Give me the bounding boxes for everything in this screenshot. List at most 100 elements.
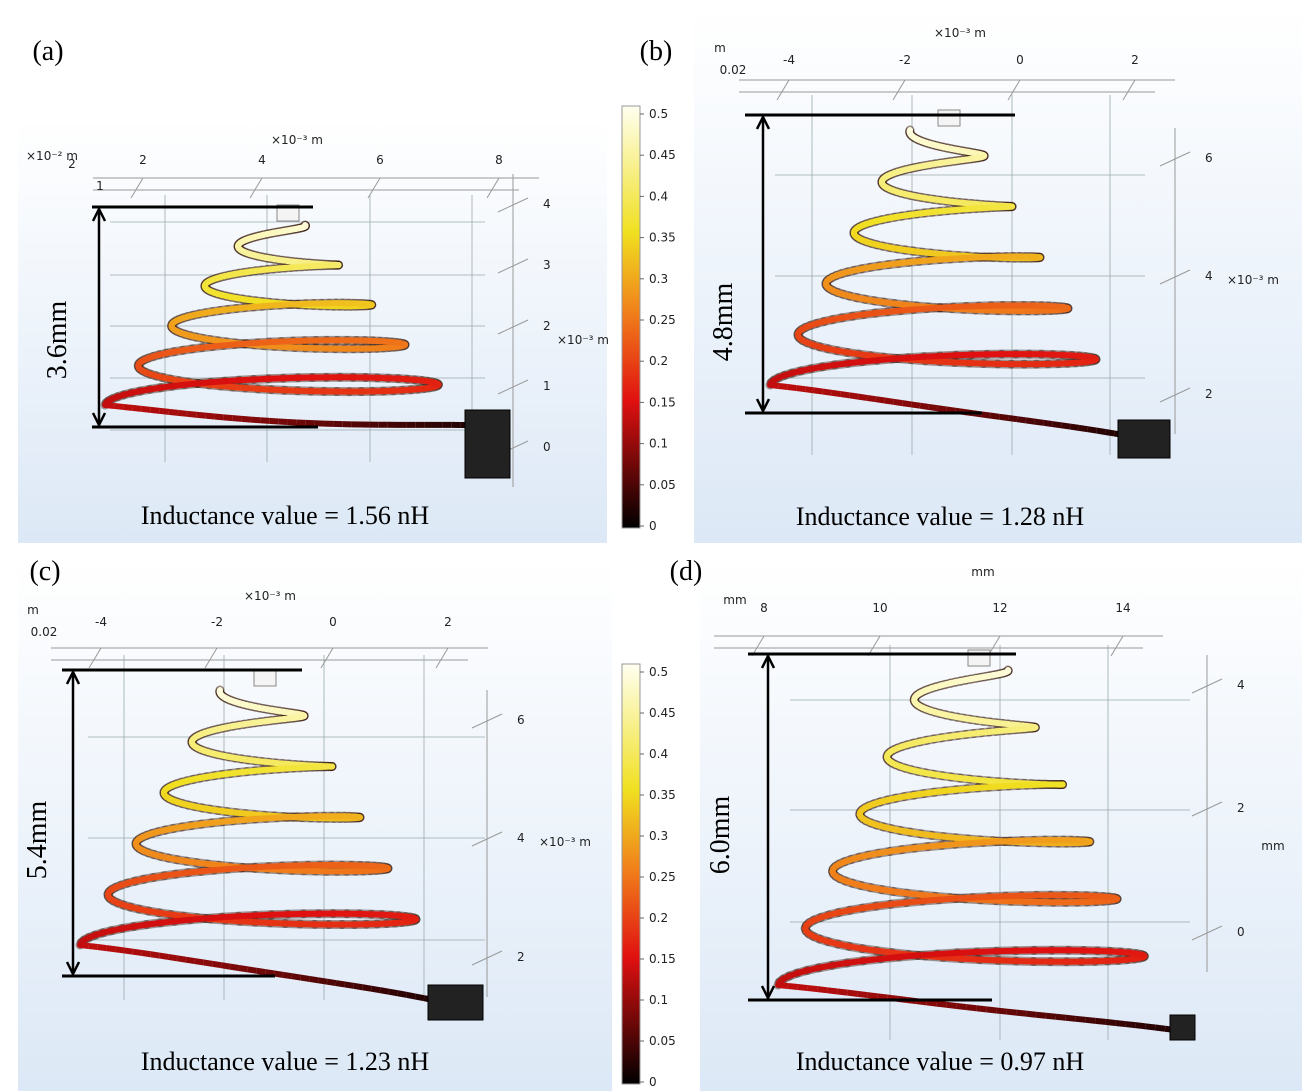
- lead: [229, 963, 240, 971]
- lead: [777, 982, 789, 989]
- lead: [256, 967, 266, 976]
- terminal: [427, 984, 484, 1021]
- height-label: 3.6mm: [42, 301, 73, 380]
- tick-mark: [1159, 151, 1191, 167]
- colorbar: 0.5 0.45 0.4 0.35 0.3 0.25 0.2 0.15 0.1 0.05 0: [621, 105, 676, 533]
- y-tick-label: 4: [1205, 269, 1213, 283]
- lead: [106, 945, 116, 953]
- lead: [158, 952, 169, 960]
- x-tick-label: -4: [95, 615, 107, 629]
- coil-segment: [877, 954, 902, 962]
- terminal: [464, 409, 511, 479]
- colorbar-tick-label: 0.25: [649, 870, 676, 884]
- lead: [797, 984, 809, 992]
- panel-background: [18, 118, 607, 543]
- corner-label: ×10⁻² m: [26, 149, 78, 163]
- colorbar-tick-label: 0.4: [649, 189, 668, 203]
- tick-mark: [486, 177, 500, 199]
- arrow-head: [65, 669, 81, 685]
- lead: [866, 992, 878, 1000]
- y-tick-label: 6: [1205, 151, 1213, 165]
- lead: [893, 398, 903, 407]
- lead: [807, 985, 819, 993]
- axis-unit: ×10⁻³ m: [539, 835, 591, 849]
- lead: [857, 990, 868, 999]
- corner-label: m: [27, 603, 39, 617]
- colorbar-tick-label: 0.3: [649, 829, 668, 843]
- y-tick-label: 4: [517, 831, 525, 845]
- colorbar-tick-label: 0.2: [649, 354, 668, 368]
- tick-mark: [1159, 269, 1191, 285]
- lead: [1005, 1008, 1017, 1016]
- colorbar-tick-label: 0.3: [649, 272, 668, 286]
- lead: [966, 1004, 977, 1012]
- panel-background: [18, 560, 612, 1091]
- lead: [194, 958, 205, 966]
- tick-mark: [471, 950, 503, 966]
- lead: [1115, 1019, 1126, 1028]
- x-tick-label: 4: [258, 153, 266, 167]
- tick-mark: [1159, 387, 1191, 403]
- axis-unit: ×10⁻³ m: [1227, 273, 1279, 287]
- tick-mark: [130, 177, 144, 199]
- lead: [141, 949, 152, 958]
- tick-mark: [497, 379, 529, 395]
- colorbar-tick-label: 0.2: [649, 911, 668, 925]
- lead: [123, 947, 134, 955]
- coil-segment: [958, 955, 983, 963]
- x-tick-label: -4: [783, 53, 795, 67]
- inductance-caption: Inductance value = 1.28 nH: [796, 502, 1085, 531]
- terminal: [253, 669, 277, 687]
- coil-segment: [993, 947, 1019, 955]
- lead: [104, 402, 115, 409]
- lead: [291, 973, 302, 981]
- tick-mark: [88, 647, 102, 669]
- colorbar-tick-label: 0.35: [649, 231, 676, 245]
- lead: [308, 975, 319, 984]
- lead: [1105, 1018, 1116, 1026]
- lead: [1016, 416, 1027, 424]
- lead: [1134, 1022, 1146, 1030]
- lead: [1015, 1009, 1027, 1017]
- lead: [1065, 1014, 1077, 1022]
- lead: [981, 411, 992, 419]
- lead: [936, 1000, 948, 1008]
- tick-mark: [1191, 925, 1223, 941]
- coil-segment: [914, 951, 941, 959]
- lead: [884, 397, 894, 405]
- lead: [1154, 1024, 1166, 1032]
- lead: [203, 959, 213, 967]
- terminal: [967, 649, 991, 667]
- panel-background: [694, 10, 1302, 543]
- lead: [1060, 422, 1071, 430]
- y-tick-label: 1: [543, 379, 551, 393]
- x-tick-label: 2: [139, 153, 147, 167]
- lead: [817, 986, 828, 994]
- axis-unit: ×10⁻³ m: [271, 133, 323, 147]
- lead: [976, 1005, 987, 1013]
- lead: [168, 408, 179, 416]
- lead: [1025, 1010, 1037, 1018]
- tick-mark: [1110, 635, 1124, 657]
- panel: (c) ×10⁻³ m -4 -2 0 2 m 0.02 6 4 2 ×10⁻³ m 5.4mm Indu…: [18, 556, 612, 1091]
- lead: [205, 412, 215, 420]
- tick-mark: [892, 79, 906, 101]
- y-tick-label: 4: [543, 197, 551, 211]
- colorbar-tick-label: 0.5: [649, 107, 668, 121]
- arrow-head: [91, 206, 107, 222]
- lead: [220, 962, 231, 970]
- lead: [787, 384, 797, 392]
- lead: [946, 1001, 958, 1009]
- lead: [875, 396, 886, 404]
- axis-unit: ×10⁻³ m: [557, 333, 609, 347]
- lead: [241, 415, 252, 423]
- colorbar-tick-label: 0.4: [649, 747, 668, 761]
- arrow-head: [65, 961, 81, 977]
- x-tick-label: 2: [1131, 53, 1139, 67]
- lead: [238, 965, 249, 973]
- lead: [132, 948, 143, 956]
- axis-unit: ×10⁻³ m: [244, 589, 296, 603]
- terminal: [1117, 419, 1171, 459]
